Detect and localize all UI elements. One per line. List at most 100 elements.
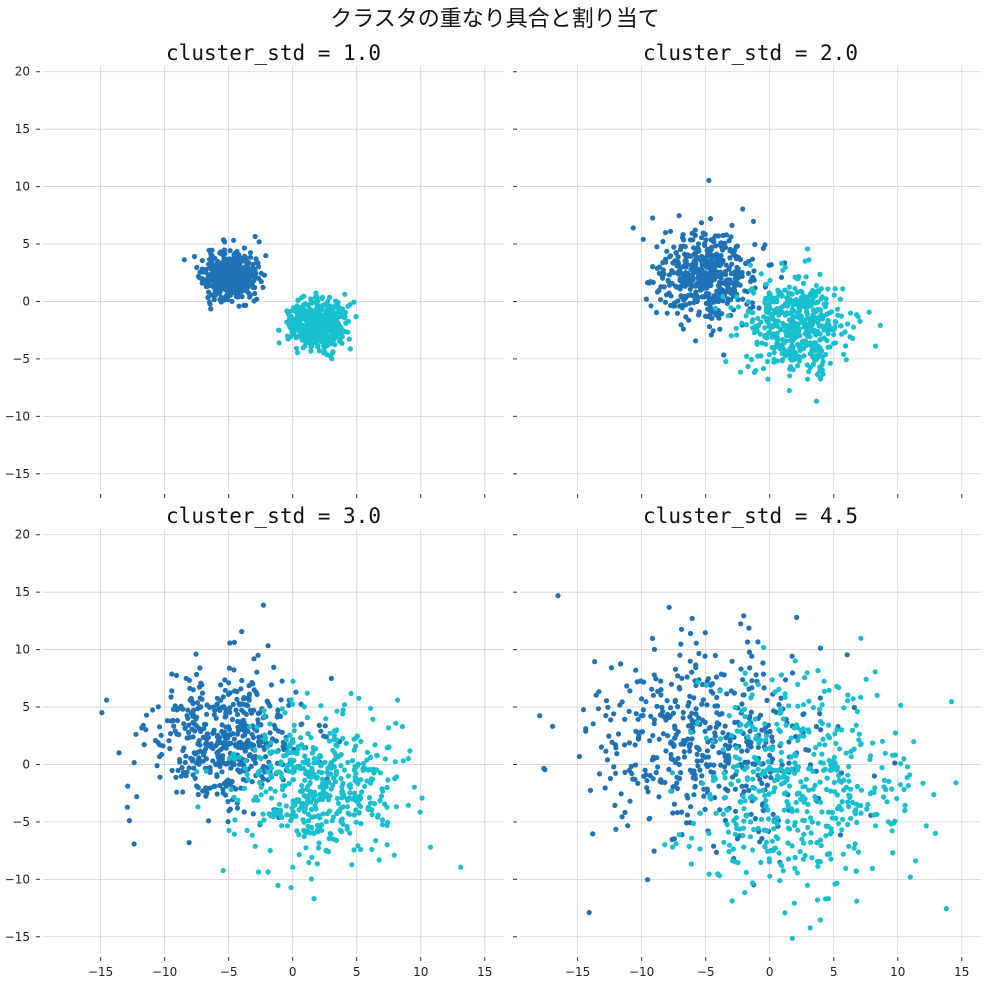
- data-point: [686, 742, 693, 748]
- data-point: [785, 856, 792, 862]
- data-point: [832, 731, 838, 737]
- data-point: [789, 653, 795, 659]
- data-point: [324, 317, 330, 323]
- data-point: [257, 780, 263, 786]
- data-point: [884, 799, 890, 805]
- data-point: [291, 749, 298, 756]
- data-point: [771, 767, 777, 774]
- data-point: [732, 719, 738, 726]
- data-point: [769, 756, 776, 762]
- data-point: [789, 291, 795, 297]
- data-point: [635, 736, 642, 742]
- data-point: [801, 840, 807, 846]
- data-point: [739, 701, 745, 707]
- data-point: [703, 273, 709, 279]
- data-point: [733, 821, 739, 828]
- data-point: [769, 334, 775, 340]
- data-point: [774, 341, 780, 347]
- data-point: [692, 257, 699, 263]
- data-point: [693, 640, 699, 646]
- data-point: [752, 754, 758, 761]
- data-point: [680, 738, 687, 744]
- data-point: [811, 327, 818, 333]
- data-point: [255, 717, 261, 723]
- data-point: [613, 826, 619, 832]
- data-point: [681, 754, 688, 760]
- data-point: [814, 858, 821, 865]
- data-point: [222, 714, 228, 720]
- data-point: [287, 750, 294, 756]
- data-point: [681, 749, 687, 755]
- data-point: [235, 718, 241, 725]
- data-point: [789, 843, 795, 849]
- data-point: [258, 270, 264, 276]
- data-point: [741, 844, 747, 850]
- data-point: [726, 745, 732, 752]
- data-point: [368, 705, 374, 711]
- data-point: [763, 308, 770, 314]
- data-point: [235, 294, 241, 300]
- data-point: [822, 766, 828, 773]
- data-point: [217, 763, 223, 770]
- series-1: [537, 593, 898, 916]
- data-point: [319, 796, 326, 803]
- data-point: [713, 295, 719, 301]
- data-point: [333, 320, 339, 326]
- data-point: [225, 777, 231, 783]
- subplot-title: cluster_std = 3.0: [166, 504, 381, 528]
- data-point: [904, 775, 910, 781]
- data-point: [718, 240, 724, 246]
- data-point: [318, 334, 324, 340]
- data-point: [252, 233, 258, 240]
- data-point: [218, 294, 224, 301]
- data-point: [874, 692, 880, 699]
- data-point: [735, 778, 742, 784]
- data-point: [386, 744, 392, 750]
- data-point: [784, 295, 790, 301]
- data-point: [227, 273, 233, 279]
- data-point: [358, 821, 364, 827]
- data-point: [232, 756, 238, 762]
- data-point: [255, 652, 261, 658]
- data-point: [715, 871, 721, 877]
- data-point: [174, 717, 180, 724]
- data-point: [755, 315, 761, 321]
- data-point: [241, 809, 247, 815]
- data-point: [188, 755, 194, 761]
- data-point: [714, 703, 721, 709]
- data-point: [738, 728, 744, 735]
- data-point: [285, 336, 291, 342]
- data-point: [379, 822, 386, 828]
- data-point: [666, 604, 672, 610]
- data-point: [657, 778, 663, 785]
- data-point: [360, 765, 366, 772]
- data-point: [375, 812, 381, 818]
- data-point: [848, 815, 854, 822]
- data-point: [704, 748, 711, 754]
- data-point: [257, 820, 263, 826]
- data-point: [774, 358, 780, 364]
- data-point: [271, 664, 277, 670]
- data-point: [748, 819, 754, 825]
- data-point: [729, 898, 735, 904]
- data-point: [134, 794, 140, 800]
- data-point: [214, 701, 220, 707]
- x-tick-label: 15: [954, 965, 969, 979]
- data-point: [264, 744, 271, 750]
- data-point: [764, 697, 770, 704]
- data-point: [675, 271, 681, 277]
- data-point: [195, 741, 201, 747]
- data-point: [229, 778, 235, 785]
- data-point: [743, 783, 749, 789]
- data-point: [596, 689, 602, 695]
- data-point: [371, 801, 377, 807]
- data-point: [839, 727, 845, 733]
- data-point: [839, 799, 845, 805]
- data-point: [666, 272, 673, 278]
- data-point: [279, 706, 285, 712]
- data-point: [217, 707, 223, 714]
- data-point: [302, 777, 308, 783]
- data-point: [647, 772, 653, 779]
- data-point: [788, 735, 794, 741]
- data-point: [841, 787, 847, 793]
